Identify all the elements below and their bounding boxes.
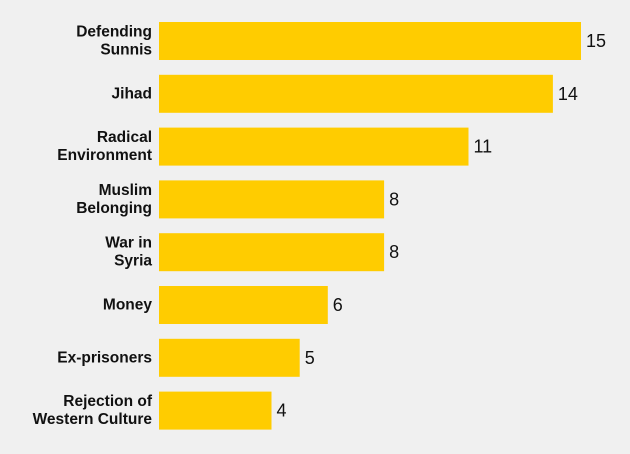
category-label-line: Radical [97, 129, 152, 146]
category-label-6: Ex-prisoners [57, 349, 152, 366]
category-label-2: Radical Environment [57, 129, 152, 164]
category-label-0: Defending Sunnis [76, 24, 152, 59]
value-label-7: 4 [277, 401, 287, 421]
bar-6 [159, 338, 300, 377]
bar-1 [159, 74, 553, 113]
category-label-line: Money [103, 297, 152, 314]
category-label-7: Rejection of Western Culture [33, 393, 153, 428]
value-label-4: 8 [389, 242, 399, 262]
category-label-line: Rejection of [63, 393, 153, 410]
category-label-line: Muslim [99, 182, 152, 199]
bar-3 [159, 180, 385, 219]
category-label-line: Sunnis [100, 42, 152, 59]
category-label-line: Environment [57, 147, 152, 164]
value-label-0: 15 [586, 31, 606, 51]
category-label-1: Jihad [112, 85, 152, 102]
value-label-1: 14 [558, 84, 578, 104]
bar-0 [159, 22, 581, 60]
category-label-4: War in Syria [105, 235, 152, 270]
value-label-2: 11 [474, 137, 493, 157]
bar-4 [159, 233, 385, 272]
value-label-3: 8 [389, 189, 399, 209]
category-label-5: Money [103, 297, 152, 314]
bar-2 [159, 127, 469, 166]
value-label-6: 5 [305, 348, 315, 368]
bar-7 [159, 391, 272, 430]
category-label-3: Muslim Belonging [76, 182, 152, 217]
category-label-line: Defending [76, 24, 152, 41]
category-label-line: Ex-prisoners [57, 349, 152, 366]
category-label-line: Western Culture [33, 411, 153, 428]
value-label-5: 6 [333, 295, 343, 315]
category-label-line: Syria [114, 253, 152, 270]
category-label-line: War in [105, 235, 152, 252]
category-label-line: Belonging [76, 200, 152, 217]
category-label-line: Jihad [112, 85, 152, 102]
bar-5 [159, 286, 328, 324]
